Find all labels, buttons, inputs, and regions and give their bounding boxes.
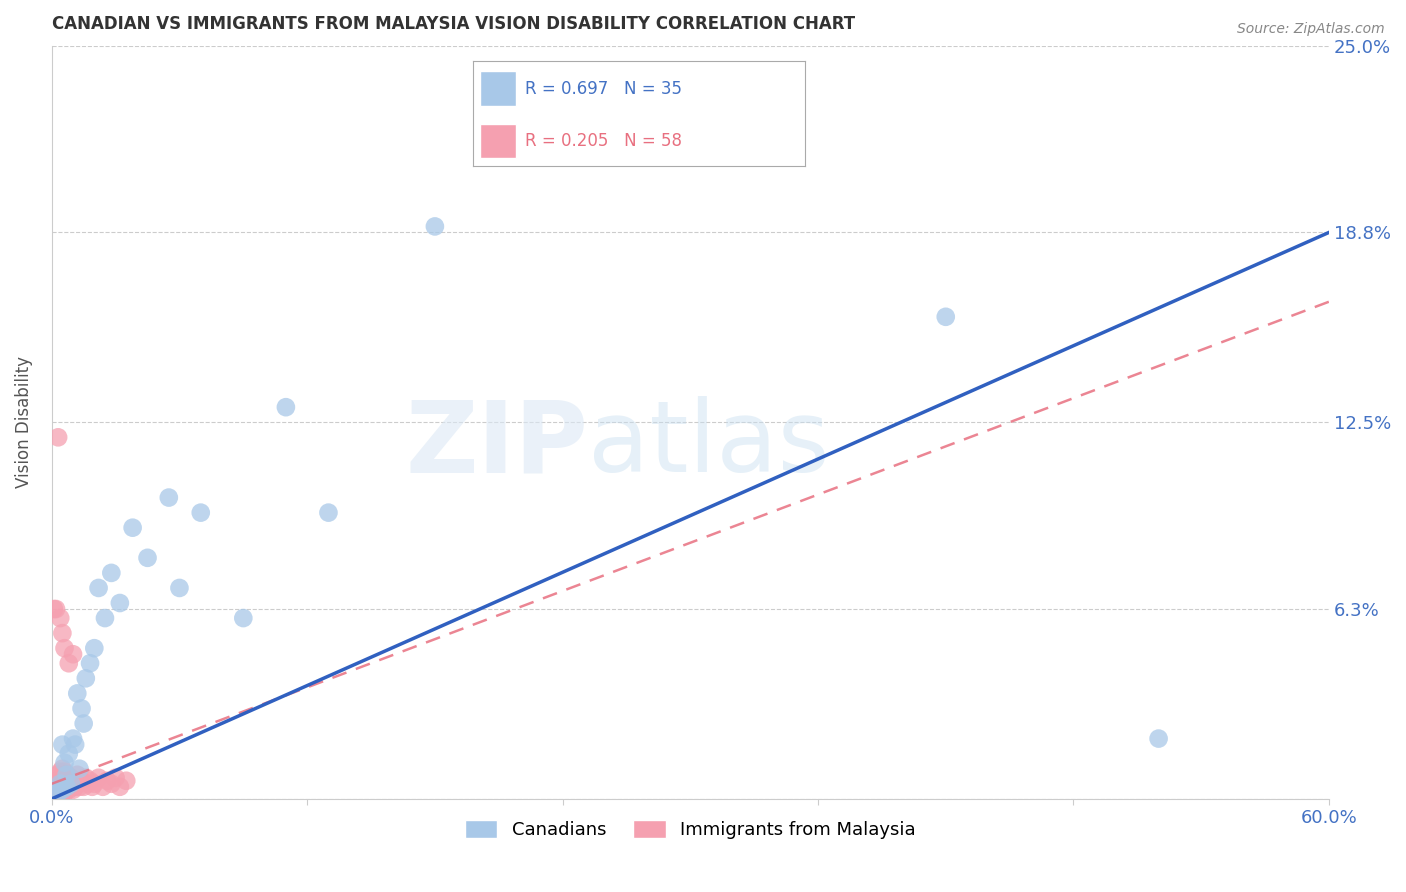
- Point: [53, 780, 76, 794]
- Point: [232, 611, 254, 625]
- Point: [55, 768, 77, 782]
- Point: [66, 686, 89, 700]
- Point: [55, 782, 77, 797]
- Point: [1147, 731, 1170, 746]
- Point: [66, 768, 89, 782]
- Point: [53, 764, 76, 779]
- Point: [46, 782, 69, 797]
- Point: [91, 780, 114, 794]
- Point: [121, 521, 143, 535]
- Point: [45, 602, 67, 616]
- Point: [51, 782, 73, 797]
- Point: [51, 762, 73, 776]
- Point: [45, 789, 67, 803]
- Text: atlas: atlas: [588, 396, 830, 493]
- Point: [46, 768, 69, 782]
- Point: [87, 771, 110, 785]
- Point: [51, 626, 73, 640]
- Point: [100, 566, 122, 580]
- Point: [59, 780, 82, 794]
- Point: [66, 777, 89, 791]
- Point: [679, 144, 702, 158]
- Point: [59, 777, 82, 791]
- Point: [73, 780, 96, 794]
- Point: [423, 219, 446, 234]
- Point: [49, 780, 72, 794]
- Point: [42, 789, 65, 803]
- Point: [58, 782, 80, 797]
- Point: [51, 771, 73, 785]
- Point: [49, 611, 72, 625]
- Point: [46, 777, 69, 791]
- Point: [77, 777, 100, 791]
- Point: [67, 780, 90, 794]
- Text: Source: ZipAtlas.com: Source: ZipAtlas.com: [1237, 22, 1385, 37]
- Point: [136, 550, 159, 565]
- Point: [63, 738, 86, 752]
- Point: [45, 786, 67, 800]
- Point: [55, 780, 77, 794]
- Point: [62, 647, 84, 661]
- Point: [935, 310, 957, 324]
- Point: [70, 701, 93, 715]
- Text: CANADIAN VS IMMIGRANTS FROM MALAYSIA VISION DISABILITY CORRELATION CHART: CANADIAN VS IMMIGRANTS FROM MALAYSIA VIS…: [52, 15, 855, 33]
- Point: [108, 780, 131, 794]
- Point: [83, 641, 105, 656]
- Point: [108, 596, 131, 610]
- Point: [51, 780, 73, 794]
- Point: [190, 506, 212, 520]
- Point: [46, 430, 69, 444]
- Point: [73, 716, 96, 731]
- Point: [49, 786, 72, 800]
- Point: [75, 771, 97, 785]
- Point: [53, 773, 76, 788]
- Y-axis label: Vision Disability: Vision Disability: [15, 356, 32, 488]
- Point: [58, 747, 80, 761]
- Point: [58, 657, 80, 671]
- Point: [53, 786, 76, 800]
- Legend: Canadians, Immigrants from Malaysia: Canadians, Immigrants from Malaysia: [457, 813, 924, 847]
- Point: [75, 671, 97, 685]
- Point: [96, 773, 118, 788]
- Point: [42, 782, 65, 797]
- Point: [49, 764, 72, 779]
- Point: [55, 768, 77, 782]
- Point: [87, 581, 110, 595]
- Point: [46, 789, 69, 803]
- Point: [94, 611, 117, 625]
- Point: [82, 780, 104, 794]
- Point: [42, 777, 65, 791]
- Point: [51, 738, 73, 752]
- Point: [100, 777, 122, 791]
- Point: [45, 773, 67, 788]
- Point: [42, 602, 65, 616]
- Point: [46, 786, 69, 800]
- Point: [67, 762, 90, 776]
- Point: [169, 581, 191, 595]
- Point: [70, 773, 93, 788]
- Point: [318, 506, 340, 520]
- Point: [79, 657, 101, 671]
- Point: [62, 782, 84, 797]
- Point: [55, 777, 77, 791]
- Point: [53, 641, 76, 656]
- Point: [58, 773, 80, 788]
- Point: [59, 771, 82, 785]
- Point: [63, 780, 86, 794]
- Point: [45, 782, 67, 797]
- Point: [79, 773, 101, 788]
- Point: [62, 773, 84, 788]
- Point: [83, 777, 105, 791]
- Point: [157, 491, 180, 505]
- Point: [49, 773, 72, 788]
- Point: [49, 777, 72, 791]
- Point: [274, 400, 297, 414]
- Point: [53, 756, 76, 770]
- Point: [104, 771, 127, 785]
- Point: [115, 773, 138, 788]
- Point: [51, 786, 73, 800]
- Point: [45, 780, 67, 794]
- Text: ZIP: ZIP: [405, 396, 588, 493]
- Point: [62, 731, 84, 746]
